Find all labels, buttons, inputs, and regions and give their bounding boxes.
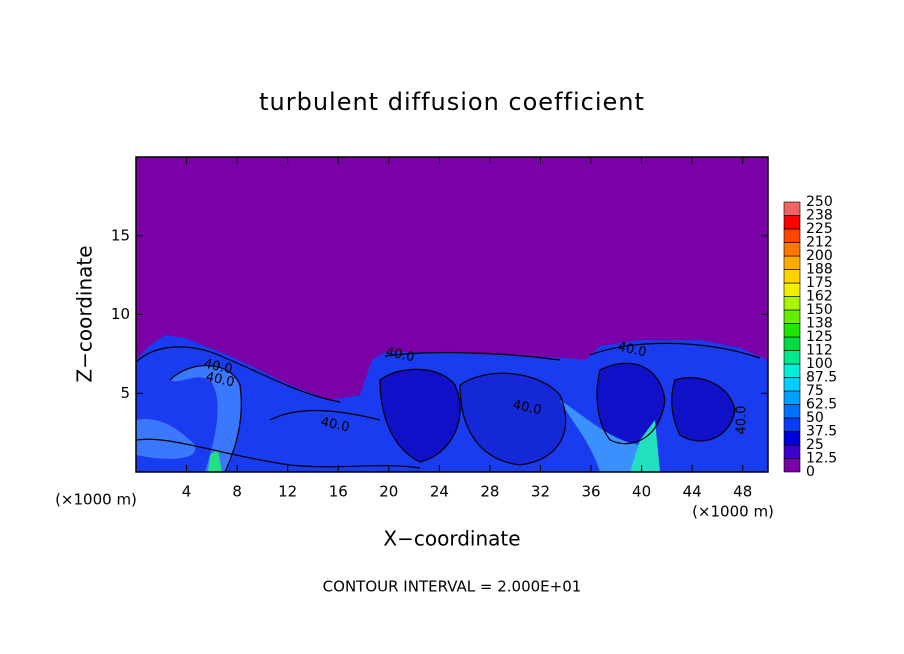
colorbar-cell: [783, 215, 801, 230]
colorbar-label: 62.5: [806, 397, 837, 413]
field-patch: [671, 377, 735, 442]
colorbar-cell: [783, 417, 801, 432]
x-unit-label: (×1000 m): [692, 503, 774, 521]
colorbar-cell: [783, 404, 801, 419]
colorbar-label: 225: [806, 221, 833, 237]
x-tick-label: 40: [632, 483, 651, 501]
x-tick-label: 48: [733, 483, 752, 501]
x-tick-label: 24: [430, 483, 449, 501]
colorbar-label: 138: [806, 316, 833, 332]
field-patch: [208, 450, 222, 472]
colorbar-cell: [783, 242, 801, 257]
x-tick-label: 32: [531, 483, 550, 501]
colorbar-label: 200: [806, 248, 833, 264]
colorbar-label: 25: [806, 437, 824, 453]
field-patch: [630, 420, 660, 472]
field-patch: [560, 400, 660, 472]
y-tick-label: 10: [111, 305, 130, 323]
contour-label: 40.0: [616, 340, 647, 361]
contour-label: 40.0: [735, 406, 750, 435]
field: [136, 335, 768, 472]
x-tick-label: 28: [480, 483, 499, 501]
colorbar-cell: [783, 350, 801, 365]
colorbar-cell: [783, 201, 801, 216]
y-unit-label: (×1000 m): [55, 491, 137, 509]
x-tick-label: 16: [329, 483, 348, 501]
colorbar-cell: [783, 377, 801, 392]
colorbar-label: 188: [806, 262, 833, 278]
x-tick-label: 4: [182, 483, 192, 501]
plot-area: [135, 156, 769, 473]
y-tick-label: 5: [120, 384, 130, 402]
x-tick-label: 12: [278, 483, 297, 501]
colorbar-cell: [783, 228, 801, 243]
field-patch: [136, 419, 196, 459]
x-axis-label: X−coordinate: [383, 527, 520, 551]
colorbar-cell: [783, 390, 801, 405]
y-tick-label: 15: [111, 226, 130, 244]
x-tick-label: 20: [379, 483, 398, 501]
colorbar-cell: [783, 255, 801, 270]
contour-lines: [136, 342, 761, 472]
colorbar-label: 50: [806, 410, 824, 426]
x-tick-label: 36: [581, 483, 600, 501]
colorbar-cell: [783, 444, 801, 459]
colorbar-label: 112: [806, 343, 833, 359]
colorbar-label: 175: [806, 275, 833, 291]
field-patch: [380, 369, 461, 462]
colorbar-label: 150: [806, 302, 833, 318]
colorbar-cell: [783, 282, 801, 297]
colorbar-label: 238: [806, 208, 833, 224]
contour-label: 40.0: [384, 345, 415, 366]
colorbar-cell: [783, 296, 801, 311]
colorbar-label: 250: [806, 194, 833, 210]
colorbar-cell: [783, 363, 801, 378]
colorbar-cell: [783, 323, 801, 338]
colorbar-label: 12.5: [806, 451, 837, 467]
colorbar-label: 87.5: [806, 370, 837, 386]
colorbar-label: 125: [806, 329, 833, 345]
field-patch: [460, 373, 566, 465]
contour-label: 40.0: [511, 398, 542, 419]
footer-note: CONTOUR INTERVAL = 2.000E+01: [323, 578, 582, 596]
colorbar-label: 100: [806, 356, 833, 372]
colorbar-cell: [783, 269, 801, 284]
y-axis-label: Z−coordinate: [73, 245, 97, 382]
contour-label: 40.0: [202, 357, 233, 378]
field-patch: [170, 365, 242, 472]
field-patch: [597, 363, 665, 444]
x-tick-label: 8: [232, 483, 242, 501]
colorbar-cell: [783, 309, 801, 324]
colorbar-label: 162: [806, 289, 833, 305]
colorbar-label: 212: [806, 235, 833, 251]
colorbar-label: 37.5: [806, 424, 837, 440]
colorbar-label: 0: [806, 464, 815, 480]
contour-label: 40.0: [204, 370, 235, 391]
colorbar-cell: [783, 458, 801, 473]
colorbar-cell: [783, 431, 801, 446]
contour-label: 40.0: [319, 415, 350, 436]
colorbar-cell: [783, 336, 801, 351]
colorbar-label: 75: [806, 383, 824, 399]
x-tick-label: 44: [683, 483, 702, 501]
chart-title: turbulent diffusion coefficient: [259, 88, 645, 116]
